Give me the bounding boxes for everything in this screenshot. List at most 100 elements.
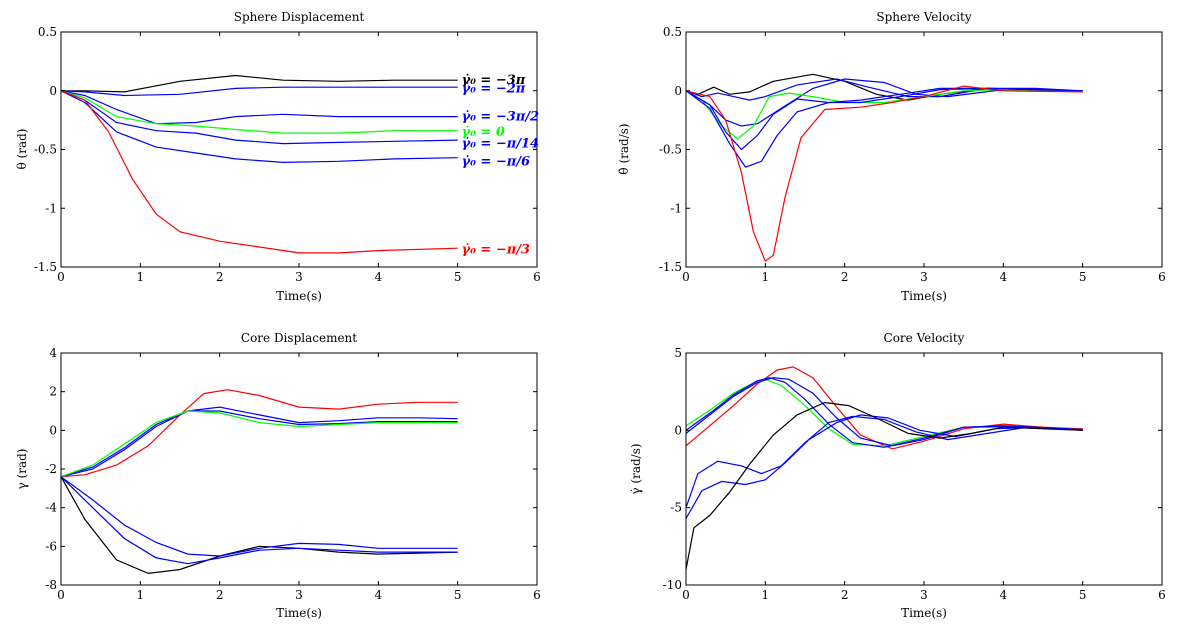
x-tick-label: 3 <box>295 270 303 284</box>
plot-area: 0 1 2 3 4 5 6 0.5 0 -0.5 -1 -1.5 γ̇₀ = −3πγ̇₀ = −2π γ… <box>34 25 541 284</box>
x-tick-label: 2 <box>216 588 224 602</box>
x-tick-label: 0 <box>682 588 690 602</box>
x-tick-label: 1 <box>137 270 145 284</box>
y-axis-label: θ̇ (rad/s) <box>617 123 631 174</box>
y-tick-label: -8 <box>45 578 57 592</box>
y-axis-label: γ (rad) <box>15 449 29 490</box>
x-axis-label: Time(s) <box>901 606 947 620</box>
axes-frame <box>685 31 1163 268</box>
y-tick-label: -4 <box>45 501 57 515</box>
series-line-4 <box>685 377 1083 447</box>
annotation-label: γ̇₀ = −π/6 <box>462 154 530 169</box>
annotation-label: γ̇₀ = −3π <box>462 73 526 88</box>
series-line-7 <box>685 85 1083 263</box>
series-line-4 <box>60 410 458 478</box>
series-line-6 <box>685 414 1083 519</box>
plot-area: 0 1 2 3 4 5 6 4 2 0 -2 -4 -6 -8 <box>45 346 541 602</box>
series-line-5 <box>685 415 1083 508</box>
y-tick-label: -1.5 <box>659 260 682 274</box>
axes-frame <box>60 352 538 586</box>
series-line-1 <box>60 389 458 478</box>
series-line-6 <box>60 90 458 164</box>
series-line-2 <box>60 86 458 97</box>
series-line-3 <box>685 377 1083 448</box>
chart-title: Core Velocity <box>884 331 965 345</box>
x-tick-label: 1 <box>762 270 770 284</box>
y-tick-label: -10 <box>663 578 682 592</box>
y-tick-label: -6 <box>45 539 57 553</box>
y-tick-label: -1 <box>45 201 57 215</box>
x-tick-label: 0 <box>682 270 690 284</box>
panel-core-displacement: Core Displacement Time(s) γ (rad) 0 1 2 3 4 5… <box>15 331 541 620</box>
annotation-label: γ̇₀ = −3π/2 <box>462 110 539 125</box>
x-tick-label: 4 <box>1000 588 1008 602</box>
x-tick-label: 0 <box>57 270 65 284</box>
y-axis-label: γ̇ (rad/s) <box>629 443 643 494</box>
series-line-1 <box>685 366 1083 450</box>
series-line-5 <box>60 476 458 575</box>
annotation-label: γ̇₀ = 0 <box>462 125 505 140</box>
series-line-5 <box>60 90 458 145</box>
x-tick-label: 6 <box>1158 588 1166 602</box>
annotation-label: γ̇₀ = −π/14 <box>462 137 539 152</box>
x-tick-label: 5 <box>454 270 462 284</box>
annotation-label: γ̇₀ = −2π <box>462 81 526 96</box>
y-tick-label: 0.5 <box>663 25 682 39</box>
x-axis-label: Time(s) <box>276 289 322 303</box>
x-tick-label: 2 <box>216 270 224 284</box>
x-tick-label: 2 <box>841 588 849 602</box>
chart-title: Sphere Velocity <box>876 10 971 24</box>
x-tick-label: 6 <box>533 270 541 284</box>
y-tick-label: 0 <box>674 423 682 437</box>
y-tick-label: -1 <box>670 201 682 215</box>
series-line-7 <box>60 90 458 254</box>
x-tick-label: 6 <box>533 588 541 602</box>
x-tick-label: 5 <box>1079 588 1087 602</box>
series-line-3 <box>60 410 458 478</box>
y-tick-label: -0.5 <box>34 143 57 157</box>
series-line-7 <box>60 476 458 557</box>
axes-frame <box>685 352 1163 586</box>
x-tick-label: 5 <box>1079 270 1087 284</box>
series-line-6 <box>685 87 1083 168</box>
chart-title: Core Displacement <box>241 331 357 345</box>
x-tick-label: 1 <box>137 588 145 602</box>
x-tick-label: 4 <box>375 588 383 602</box>
plot-area: 0 1 2 3 4 5 6 5 0 -5 -10 <box>663 346 1166 602</box>
x-tick-label: 6 <box>1158 270 1166 284</box>
series-line-5 <box>685 87 1083 151</box>
series-line-6 <box>60 476 458 565</box>
x-axis-label: Time(s) <box>901 289 947 303</box>
y-axis-label: θ (rad) <box>15 129 29 170</box>
x-tick-label: 3 <box>295 588 303 602</box>
y-tick-label: 5 <box>674 346 682 360</box>
series-line-2 <box>60 406 458 478</box>
panel-core-velocity: Core Velocity Time(s) γ̇ (rad/s) 0 1 2 3 4 5 6… <box>629 331 1166 620</box>
chart-title: Sphere Displacement <box>234 10 365 24</box>
x-axis-label: Time(s) <box>276 606 322 620</box>
series-line-1 <box>61 74 458 93</box>
x-tick-label: 1 <box>762 588 770 602</box>
y-tick-label: -1.5 <box>34 260 57 274</box>
x-tick-label: 3 <box>920 270 928 284</box>
y-tick-label: -2 <box>45 462 57 476</box>
y-tick-label: 0 <box>49 423 57 437</box>
panel-sphere-velocity: Sphere Velocity Time(s) θ̇ (rad/s) 0 1 2 3 4… <box>617 10 1166 303</box>
y-tick-label: 4 <box>49 346 57 360</box>
x-tick-label: 2 <box>841 270 849 284</box>
series-line-4 <box>685 88 1083 140</box>
x-tick-label: 5 <box>454 588 462 602</box>
x-tick-label: 4 <box>375 270 383 284</box>
y-tick-label: 0.5 <box>38 25 57 39</box>
series-line-3 <box>60 90 458 125</box>
panel-sphere-displacement: Sphere Displacement Time(s) θ (rad) 0 1 2 3… <box>15 10 541 303</box>
annotation-label: γ̇₀ = −π/3 <box>462 242 530 257</box>
x-tick-label: 0 <box>57 588 65 602</box>
series-line-4 <box>60 90 458 134</box>
x-tick-label: 3 <box>920 588 928 602</box>
x-tick-label: 4 <box>1000 270 1008 284</box>
plot-area: 0 1 2 3 4 5 6 0.5 0 -0.5 -1 -1.5 <box>659 25 1166 284</box>
y-tick-label: -5 <box>670 501 682 515</box>
series-line-7 <box>685 401 1083 570</box>
